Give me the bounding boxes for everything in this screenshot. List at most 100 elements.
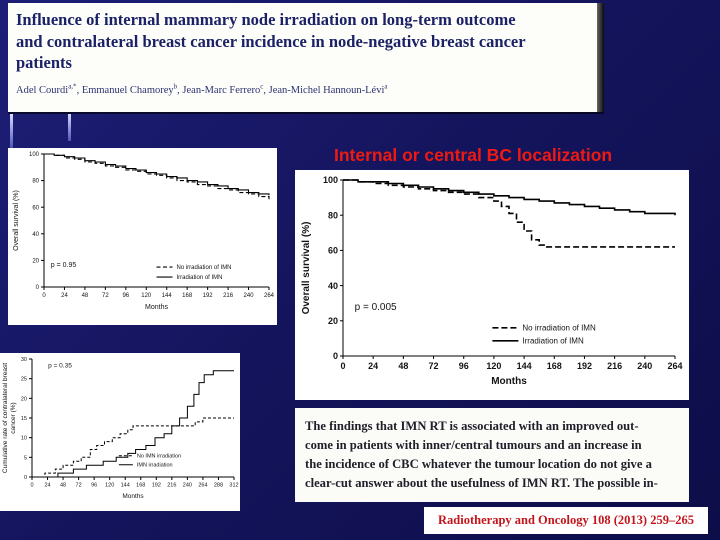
svg-text:0: 0 [24,475,27,481]
svg-text:Months: Months [491,376,527,387]
svg-text:20: 20 [328,316,338,326]
author-name: Emmanuel Chamoreyb [82,82,183,97]
journal-citation: Radiotherapy and Oncology 108 (2013) 259… [424,507,708,534]
svg-text:60: 60 [32,205,39,211]
svg-text:25: 25 [21,377,27,383]
svg-text:60: 60 [328,246,338,256]
svg-text:0: 0 [36,285,40,291]
svg-text:40: 40 [328,281,338,291]
svg-text:96: 96 [122,293,129,299]
svg-text:240: 240 [183,483,192,489]
svg-text:120: 120 [486,361,501,371]
author-affiliation-sup: a,* [68,82,77,91]
paper-authors: Adel Courdia,* Emmanuel Chamoreyb Jean-M… [16,83,584,97]
svg-text:100: 100 [29,152,40,158]
svg-text:168: 168 [182,293,193,299]
svg-text:5: 5 [24,455,27,461]
svg-text:20: 20 [32,259,39,265]
figure-contralateral-bc-cumulative: 0 5 10 15 20 25 30 0 24 48 72 96 120 144 168 192 216 240 2… [0,353,240,511]
svg-text:0: 0 [333,351,338,361]
author-name: Jean-Michel Hannoun-Lévia [268,82,388,97]
svg-text:216: 216 [167,483,176,489]
author-affiliation-sup: a [384,82,388,91]
svg-text:72: 72 [429,361,439,371]
section-heading: Internal or central BC localization [334,145,613,165]
svg-text:100: 100 [323,175,338,185]
svg-text:Months: Months [145,304,168,311]
svg-text:Overall survival (%): Overall survival (%) [13,190,20,251]
svg-text:Cumulative rate of contralater: Cumulative rate of contralateral breastc… [2,363,17,473]
svg-text:48: 48 [82,293,89,299]
svg-text:120: 120 [105,483,114,489]
svg-text:No irradiation of IMN: No irradiation of IMN [522,324,596,333]
svg-text:15: 15 [21,416,27,422]
svg-text:216: 216 [223,293,234,299]
excerpt-line: the incidence of CBC whatever the tumour… [305,457,652,471]
svg-text:10: 10 [21,436,27,442]
paper-title-line: and contralateral breast cancer incidenc… [16,31,526,51]
paper-title: Influence of internal mammary node irrad… [16,9,584,74]
svg-text:192: 192 [152,483,161,489]
svg-text:Irradiation of IMN: Irradiation of IMN [177,275,223,281]
scanned-page-edge [597,3,604,112]
author-affiliation-sup: c [260,82,264,91]
svg-text:264: 264 [264,293,275,299]
slide-decoration-line [10,114,13,148]
svg-text:288: 288 [214,483,223,489]
paper-title-card-inner: Influence of internal mammary node irrad… [8,3,604,96]
author-name: Adel Courdia,* [16,82,82,97]
svg-text:No irradiation of IMN: No irradiation of IMN [177,265,232,271]
svg-text:72: 72 [76,483,82,489]
svg-text:20: 20 [21,396,27,402]
svg-text:p = 0.95: p = 0.95 [51,262,77,269]
excerpt-line: The findings that IMN RT is associated w… [305,419,639,433]
slide-decoration-line [68,114,71,141]
svg-text:192: 192 [577,361,592,371]
svg-text:144: 144 [121,483,130,489]
svg-text:80: 80 [32,179,39,185]
svg-text:312: 312 [229,483,238,489]
km-curve-chart-all-patients: 0 20 40 60 80 100 0 24 48 72 96 120 144 168 192 216 240 2… [13,152,275,311]
svg-text:0: 0 [42,293,46,299]
svg-text:144: 144 [517,361,532,371]
svg-text:264: 264 [667,361,682,371]
svg-text:0: 0 [30,483,33,489]
svg-text:40: 40 [32,232,39,238]
svg-text:48: 48 [60,483,66,489]
svg-text:24: 24 [368,361,378,371]
svg-text:72: 72 [102,293,109,299]
svg-text:168: 168 [547,361,562,371]
svg-text:96: 96 [91,483,97,489]
svg-text:168: 168 [136,483,145,489]
excerpt-line: come in patients with inner/central tumo… [305,438,642,452]
svg-text:192: 192 [203,293,214,299]
cumulative-incidence-chart: 0 5 10 15 20 25 30 0 24 48 72 96 120 144 168 192 216 240 2… [2,357,239,500]
svg-text:24: 24 [61,293,68,299]
svg-text:240: 240 [244,293,255,299]
author-name: Jean-Marc Ferreroc [182,82,268,97]
svg-text:96: 96 [459,361,469,371]
svg-text:0: 0 [340,361,345,371]
svg-text:p = 0.35: p = 0.35 [48,362,72,369]
excerpt-line: clear-cut answer about the usefulness of… [305,476,658,490]
svg-text:240: 240 [637,361,652,371]
figure-overall-survival-all-patients: 0 20 40 60 80 100 0 24 48 72 96 120 144 168 192 216 240 2… [8,148,277,325]
paper-excerpt: The findings that IMN RT is associated w… [295,408,689,502]
svg-text:Irradiation of IMN: Irradiation of IMN [522,337,584,346]
svg-text:30: 30 [21,357,27,363]
svg-text:24: 24 [44,483,50,489]
svg-text:p = 0.005: p = 0.005 [355,302,397,313]
paper-title-line: patients [16,53,72,72]
svg-text:144: 144 [162,293,173,299]
svg-text:216: 216 [607,361,622,371]
svg-text:Months: Months [122,493,144,500]
svg-text:264: 264 [198,483,207,489]
figure-overall-survival-inner-central: 0 20 40 60 80 100 0 24 48 72 96 120 144 168 192 216 240 2… [295,170,689,400]
svg-text:80: 80 [328,210,338,220]
km-curve-chart-inner-central: 0 20 40 60 80 100 0 24 48 72 96 120 144 168 192 216 240 2… [301,175,683,387]
author-affiliation-sup: b [173,82,178,91]
svg-text:Overall survival (%): Overall survival (%) [301,222,312,315]
paper-title-line: Influence of internal mammary node irrad… [16,10,516,29]
svg-text:No IMN irradiation: No IMN irradiation [137,454,181,460]
svg-text:IMN irradiation: IMN irradiation [137,463,173,469]
